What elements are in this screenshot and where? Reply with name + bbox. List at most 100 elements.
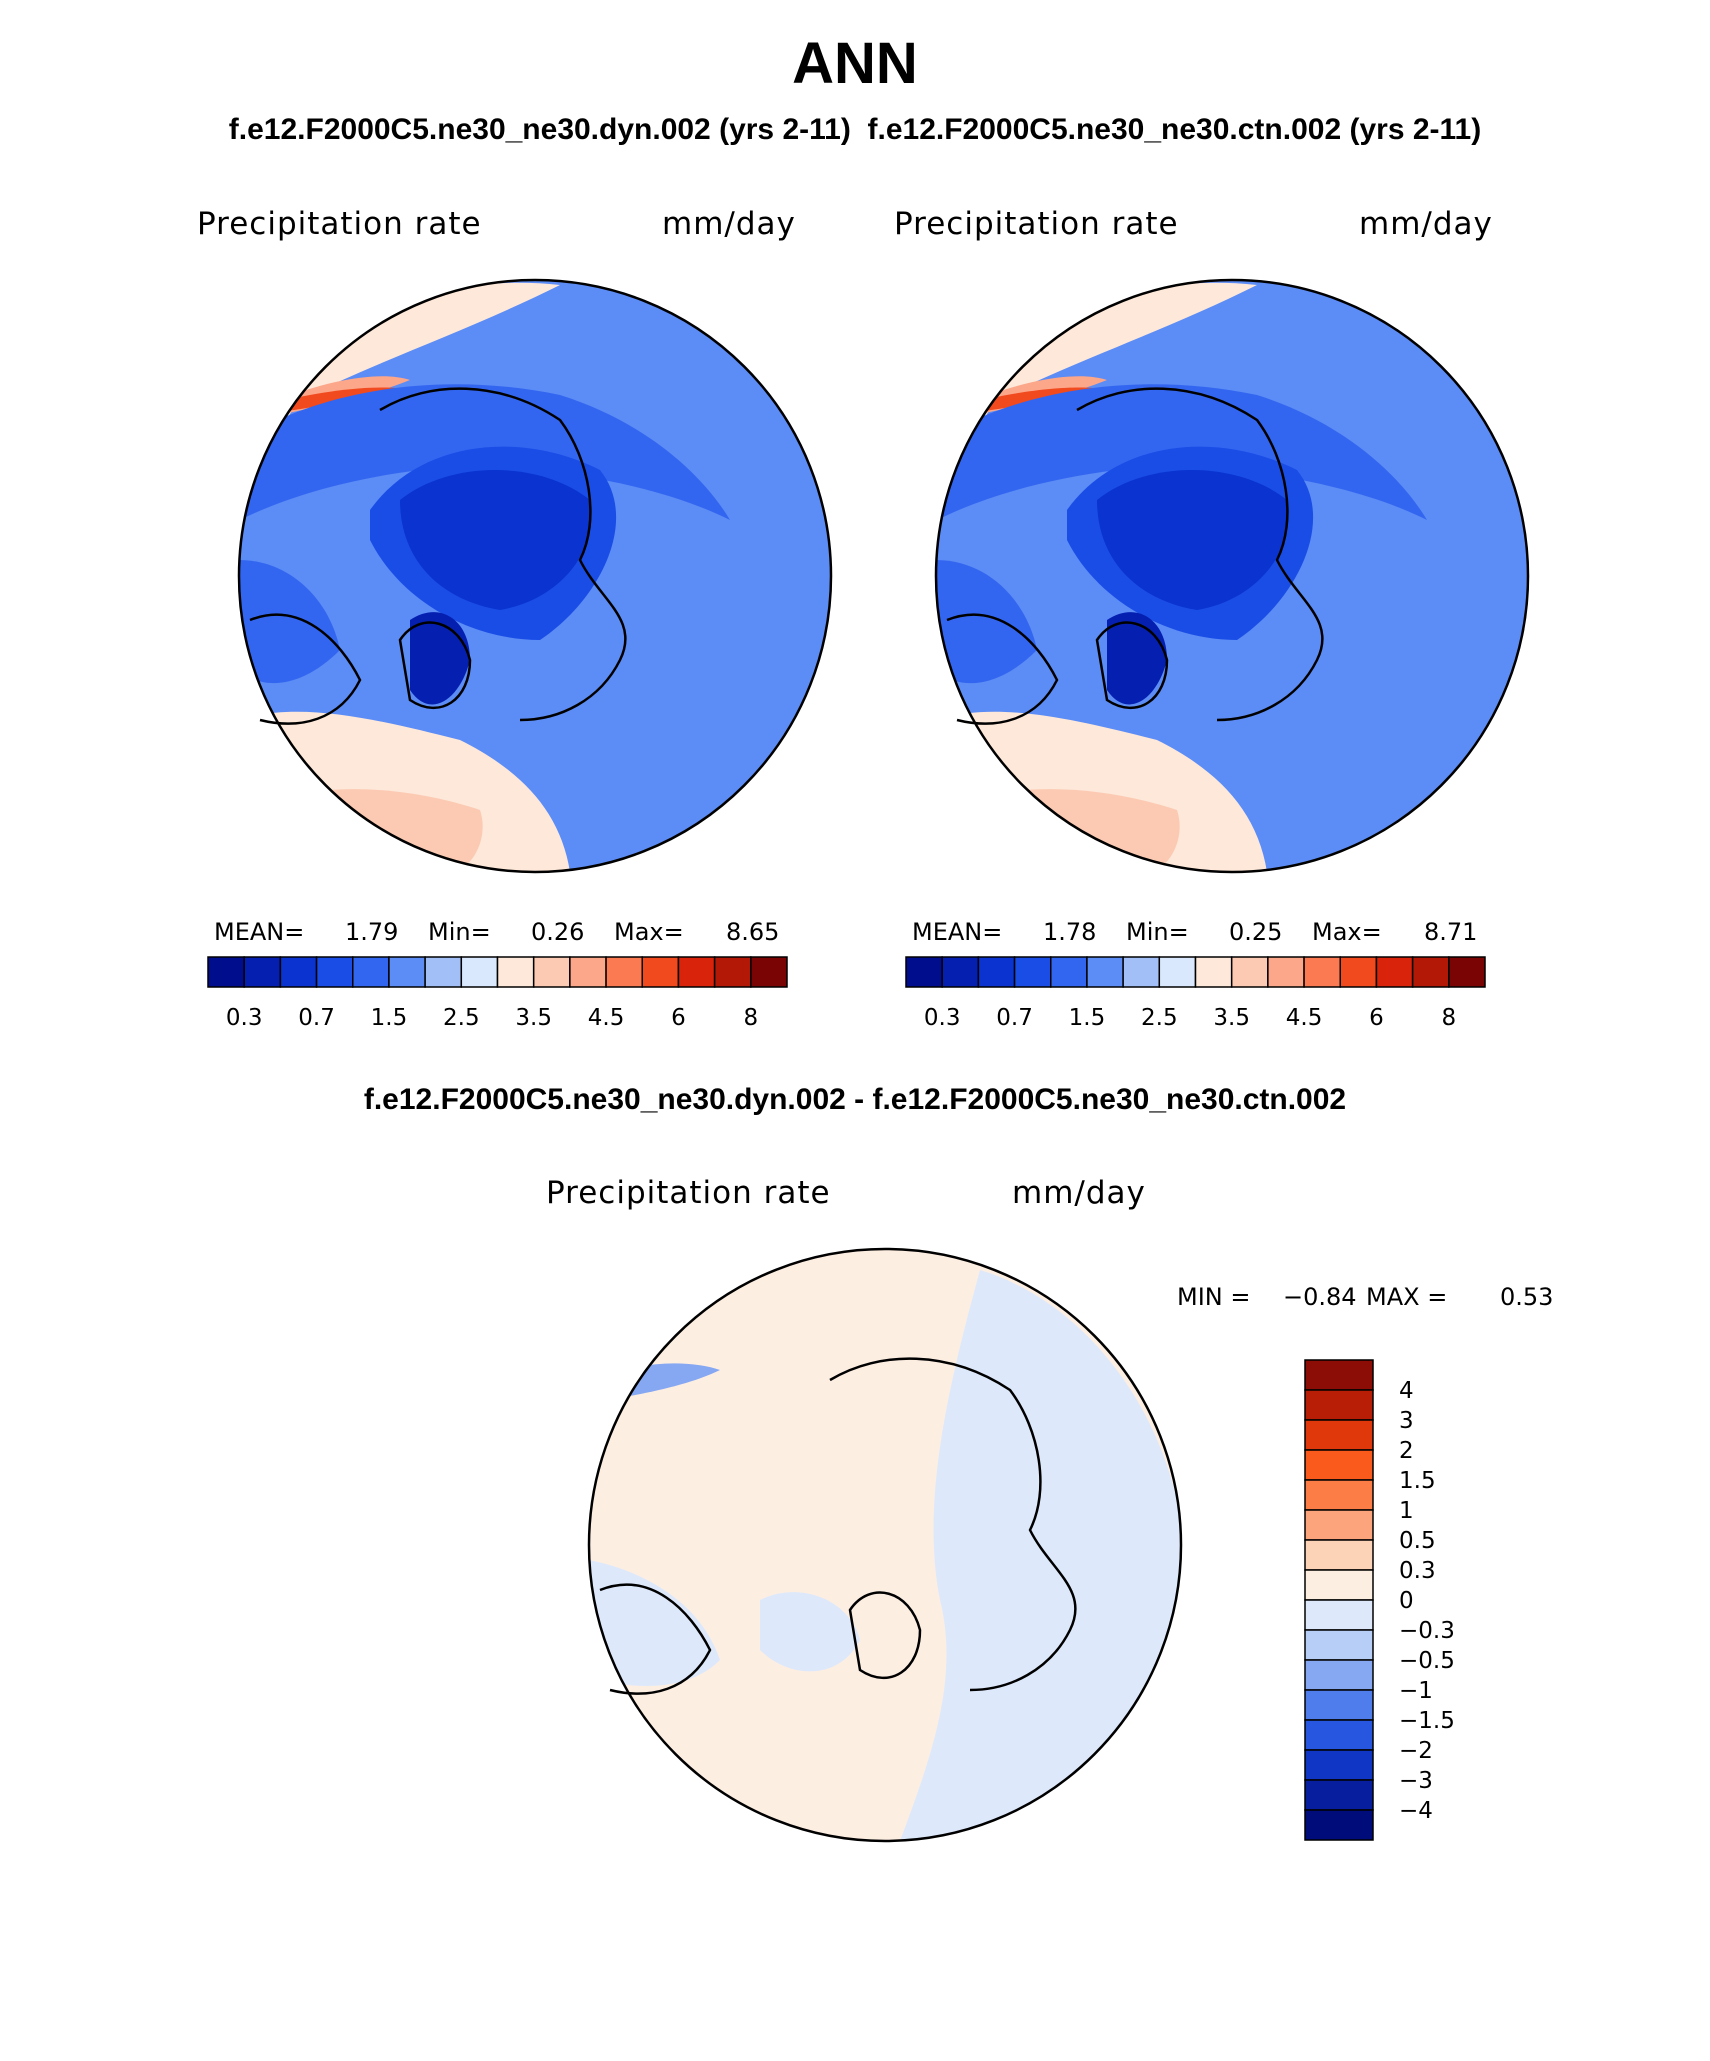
colorbar1-swatch-0 <box>207 956 245 988</box>
map2-border <box>934 278 1530 874</box>
panel2-min-label: Min= <box>1126 918 1189 946</box>
panel2-units-label: mm/day <box>1359 206 1493 242</box>
colorbar3-tick-label: −4 <box>1399 1798 1433 1824</box>
colorbar2-tick-label: 6 <box>1369 1005 1384 1031</box>
colorbar1-swatch-12 <box>641 956 680 988</box>
colorbar2-swatch-10 <box>1267 956 1305 988</box>
colorbar3-tick-label: 2 <box>1399 1438 1414 1464</box>
colorbar3-swatch-4 <box>1304 1479 1374 1511</box>
colorbar3-swatch-10 <box>1304 1659 1374 1691</box>
colorbar2-swatch-2 <box>977 956 1016 988</box>
colorbar3-swatch-6 <box>1304 1539 1374 1571</box>
colorbar3-tick-label: 4 <box>1399 1378 1414 1404</box>
colorbar3-swatch-2 <box>1304 1419 1374 1451</box>
panel2-max-value: 8.71 <box>1424 918 1478 946</box>
panel3-max-value: 0.53 <box>1500 1283 1554 1311</box>
panel2-mean-value: 1.78 <box>1043 918 1097 946</box>
panel2-max-label: Max= <box>1312 918 1382 946</box>
map3-region-neg-east <box>900 1270 1181 1841</box>
panel1-field-label: Precipitation rate <box>197 206 482 242</box>
colorbar1-tick-label: 1.5 <box>371 1005 408 1031</box>
colorbar1-swatch-8 <box>496 956 535 988</box>
colorbar3-swatch-15 <box>1304 1809 1374 1841</box>
panel1-max-label: Max= <box>614 918 684 946</box>
colorbar2-swatch-5 <box>1086 956 1124 988</box>
colorbar3-tick-label: −2 <box>1399 1738 1433 1764</box>
panel3-min-value: −0.84 <box>1283 1283 1357 1311</box>
map3-region-neg-west <box>589 1560 720 1686</box>
colorbar2-swatch-1 <box>941 956 980 988</box>
subtitle-cases: f.e12.F2000C5.ne30_ne30.dyn.002 (yrs 2-1… <box>0 113 1710 147</box>
colorbar1-tick-label: 4.5 <box>588 1005 625 1031</box>
colorbar3-tick-label: −1 <box>1399 1678 1433 1704</box>
colorbar3-swatch-5 <box>1304 1509 1374 1541</box>
colorbar1-tick-label: 8 <box>743 1005 758 1031</box>
colorbar2-swatch-0 <box>905 956 943 988</box>
colorbar2-tick-label: 8 <box>1441 1005 1456 1031</box>
main-title: ANN <box>792 31 918 96</box>
map3-coastlines <box>599 1357 1077 1695</box>
panel1-mean-label: MEAN= <box>214 918 305 946</box>
colorbar1-swatch-3 <box>315 956 354 988</box>
colorbar3-tick-label: 1 <box>1399 1498 1414 1524</box>
panel3-max-label: MAX = <box>1366 1283 1448 1311</box>
colorbar3-swatch-12 <box>1304 1719 1374 1751</box>
colorbar1-swatch-15 <box>750 956 788 988</box>
colorbar1-swatch-5 <box>388 956 426 988</box>
colorbar2-swatch-3 <box>1013 956 1052 988</box>
colorbar3-swatch-9 <box>1304 1629 1374 1661</box>
colorbar2-swatch-13 <box>1375 956 1414 988</box>
colorbar3-tick-label: 0.3 <box>1399 1558 1436 1584</box>
colorbar1-swatch-9 <box>532 956 571 988</box>
colorbar2-tick-label: 3.5 <box>1213 1005 1250 1031</box>
colorbar3-swatch-8 <box>1304 1599 1374 1631</box>
map2-region-arctic-core <box>1097 470 1289 610</box>
map2-coast-eurasia <box>1076 387 1324 722</box>
map2-coast-greenland <box>1095 621 1169 710</box>
diff-title: f.e12.F2000C5.ne30_ne30.dyn.002 - f.e12.… <box>363 1083 1347 1116</box>
colorbar2-tick-label: 0.3 <box>924 1005 961 1031</box>
map3-coast-northamerica <box>599 1583 712 1695</box>
colorbar3-tick-label: −0.5 <box>1399 1648 1455 1674</box>
map2-region-canada <box>936 560 1037 684</box>
colorbar-panel1: 0.3 0.7 1.5 2.5 3.5 4.5 6 8 <box>207 956 788 1031</box>
colorbar1-tick-label: 0.7 <box>298 1005 335 1031</box>
map2-region-europe <box>1267 712 1528 872</box>
colorbar2-swatch-6 <box>1122 956 1161 988</box>
panel3-min-label: MIN = <box>1177 1283 1251 1311</box>
map1-coast-eurasia <box>379 387 627 722</box>
colorbar2-swatch-11 <box>1303 956 1341 988</box>
map1-polar-plot <box>239 280 831 872</box>
colorbar3-tick-label: 0 <box>1399 1588 1414 1614</box>
colorbar3-tick-label: −0.3 <box>1399 1618 1455 1644</box>
colorbar1-tick-label: 2.5 <box>443 1005 480 1031</box>
map3-coast-greenland <box>848 1591 922 1680</box>
colorbar2-swatch-15 <box>1448 956 1486 988</box>
map3-coast-eurasia <box>829 1357 1077 1692</box>
colorbar1-tick-label: 0.3 <box>226 1005 263 1031</box>
colorbar2-tick-label: 1.5 <box>1069 1005 1106 1031</box>
colorbar3-tick-label: −1.5 <box>1399 1708 1455 1734</box>
colorbar1-swatch-10 <box>569 956 607 988</box>
panel2-field-label: Precipitation rate <box>894 206 1179 242</box>
panel1-max-value: 8.65 <box>726 918 780 946</box>
colorbar3-swatch-13 <box>1304 1749 1374 1781</box>
colorbar-difference: 4 3 2 1.5 1 0.5 0.3 0 −0.3 −0.5 −1 −1.5 −2 −3 −4 <box>1304 1359 1455 1841</box>
colorbar3-swatch-0 <box>1304 1359 1374 1391</box>
map1-coast-northamerica <box>249 613 362 725</box>
colorbar2-swatch-14 <box>1411 956 1450 988</box>
panel2-min-value: 0.25 <box>1229 918 1283 946</box>
colorbar1-swatch-2 <box>279 956 318 988</box>
colorbar3-swatch-3 <box>1304 1449 1374 1481</box>
map2-polar-plot <box>936 280 1528 872</box>
map1-coast-greenland <box>398 621 472 710</box>
colorbar2-swatch-4 <box>1050 956 1088 988</box>
colorbar3-tick-label: −3 <box>1399 1768 1433 1794</box>
map3-region-neg-mid <box>760 1592 860 1672</box>
colorbar2-swatch-8 <box>1194 956 1233 988</box>
panel2-mean-label: MEAN= <box>912 918 1003 946</box>
map3-polar-plot <box>589 1249 1181 1841</box>
map2-coastlines <box>946 387 1324 725</box>
colorbar2-tick-label: 0.7 <box>996 1005 1033 1031</box>
colorbar1-tick-label: 3.5 <box>515 1005 552 1031</box>
